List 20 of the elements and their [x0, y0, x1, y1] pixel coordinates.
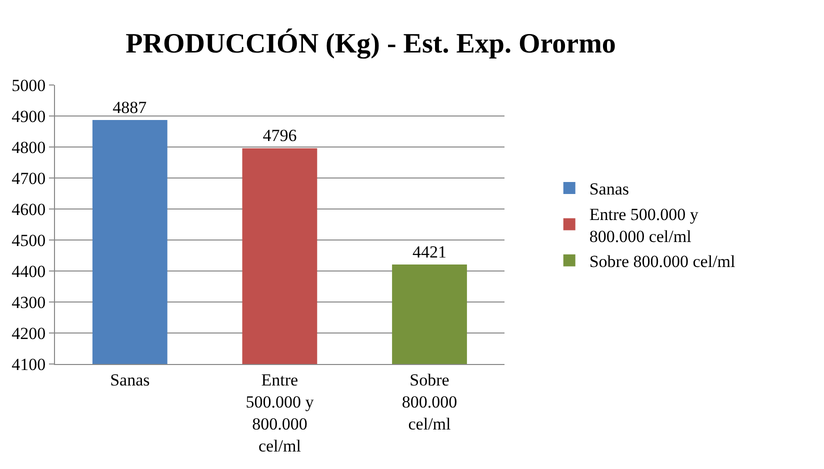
x-tick-label: Sobre 800.000 cel/ml [402, 370, 458, 434]
legend-label: Sanas [589, 180, 630, 199]
y-tick-label: 4500 [12, 230, 46, 250]
x-tick-label: Entre 500.000 y 800.000 cel/ml [246, 370, 314, 456]
y-tick-label: 4900 [12, 106, 46, 126]
y-tick-label: 5000 [12, 76, 46, 95]
data-label: 4796 [262, 126, 297, 146]
y-tick-label: 4100 [12, 354, 46, 374]
legend-label: Entre 500.000 y 800.000 cel/ml [589, 204, 699, 246]
legend-label: Sobre 800.000 cel/ml [589, 252, 736, 271]
data-label: 4421 [412, 242, 446, 262]
y-tick-label: 4400 [12, 262, 46, 281]
y-tick-label: 4700 [12, 168, 46, 188]
data-label: 4887 [112, 98, 148, 118]
y-tick-label: 4800 [12, 138, 46, 157]
y-tick-label: 4300 [12, 292, 46, 312]
x-tick-label: Sanas [110, 370, 150, 390]
y-tick-label: 4200 [12, 324, 46, 343]
y-tick-label: 4600 [12, 200, 46, 219]
chart-title: PRODUCCIÓN (Kg) - Est. Exp. Orormo [126, 27, 616, 60]
